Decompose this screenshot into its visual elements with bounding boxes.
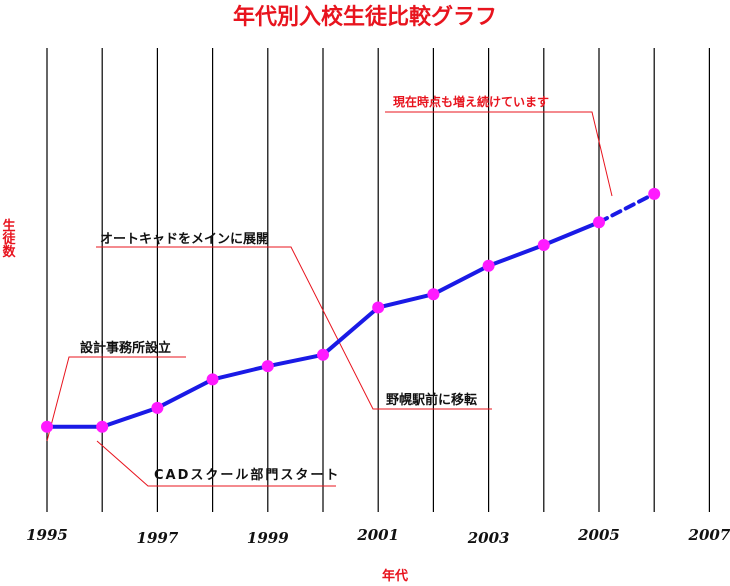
- x-tick-label-2003: 2003: [467, 529, 510, 547]
- y-axis-label-char: 数: [2, 244, 16, 260]
- data-point-1997: [151, 401, 164, 414]
- data-point-2000: [317, 348, 329, 361]
- data-point-2005: [593, 216, 605, 229]
- data-point-1999: [261, 360, 274, 373]
- data-point-1998: [206, 373, 219, 386]
- annotation-leader-1: [46, 356, 186, 442]
- data-point-2003: [482, 259, 495, 272]
- chart-title: 年代別入校生徒比較グラフ: [233, 4, 497, 30]
- annotation-2: CADスクール部門スタート: [154, 467, 340, 483]
- x-tick-labels: 1995 1997 1999 2001 2003 2005 2007: [26, 526, 730, 547]
- annotation-leader-lines: [46, 111, 613, 487]
- data-point-2002: [427, 288, 440, 301]
- y-axis-label-char: 徒: [1, 231, 16, 247]
- annotation-leader-2: [96, 440, 336, 487]
- series-lines: [45, 191, 657, 429]
- y-axis-label-char: 生: [2, 218, 15, 234]
- annotation-leader-4: [385, 111, 613, 197]
- data-point-2004: [537, 238, 550, 251]
- x-tick-label-2001: 2001: [356, 526, 399, 544]
- annotation-3: オートキャドをメインに展開: [100, 232, 269, 247]
- x-tick-label-1999: 1999: [247, 529, 289, 547]
- annotations: 設計事務所設立 CADスクール部門スタート オートキャドをメインに展開野幌駅前に移転…: [80, 94, 549, 483]
- data-point-markers: [41, 187, 661, 433]
- x-tick-label-2005: 2005: [577, 526, 620, 544]
- x-tick-label-1997: 1997: [137, 529, 179, 547]
- annotation-5: 現在時点も増え続けています: [393, 94, 549, 109]
- x-tick-label-1995: 1995: [26, 526, 68, 544]
- series-line-2: [597, 191, 657, 225]
- annotation-4: 野幌駅前に移転: [386, 392, 477, 408]
- data-point-2001: [372, 301, 385, 314]
- y-axis-label: 生徒数: [1, 218, 16, 260]
- data-point-1995: [41, 420, 53, 433]
- annotation-leader-3: [96, 246, 492, 410]
- x-axis-label: 年代: [382, 568, 408, 584]
- data-point-1996: [96, 420, 109, 433]
- vertical-gridlines: [46, 48, 711, 512]
- x-tick-label-2007: 2007: [688, 526, 730, 544]
- annotation-1: 設計事務所設立: [80, 340, 171, 356]
- data-point-2006: [648, 187, 661, 200]
